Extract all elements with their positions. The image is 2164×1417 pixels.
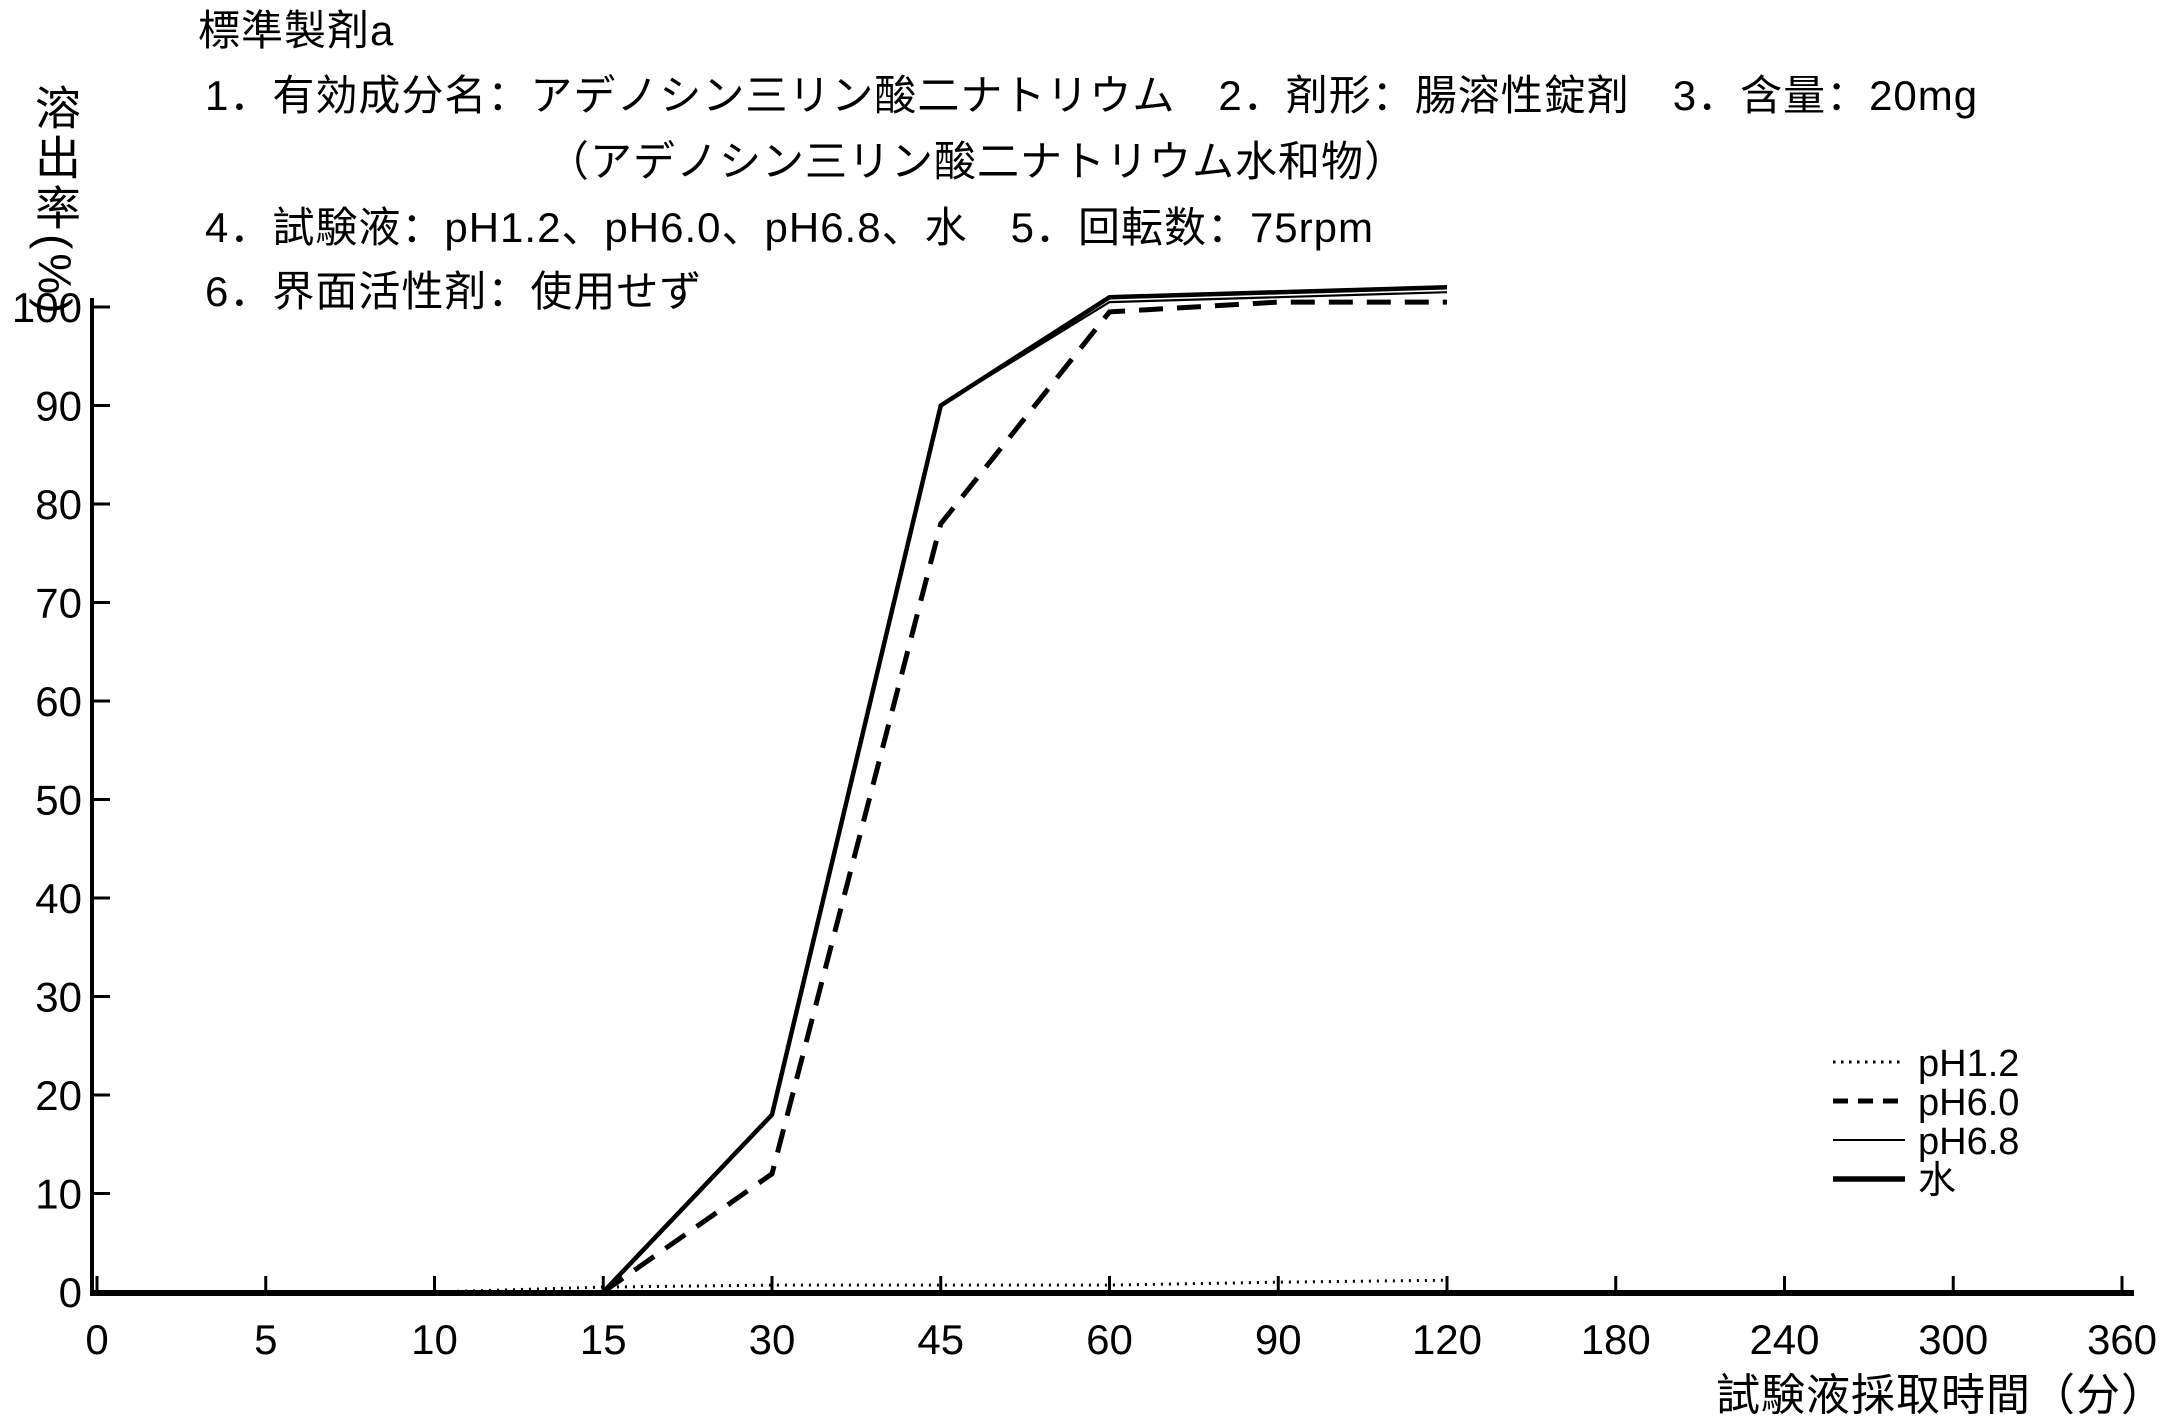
- y-axis-title: 溶出率(%): [29, 84, 81, 318]
- x-tick-label: 45: [917, 1316, 964, 1363]
- chart-curves: [97, 285, 1448, 1295]
- x-tick-label: 180: [1581, 1316, 1651, 1363]
- series-line-pH6.8: [602, 291, 1448, 1293]
- y-tick-label: 0: [59, 1269, 82, 1316]
- x-tick-label: 10: [411, 1316, 458, 1363]
- x-axis-title: 試験液採取時間（分）: [1716, 1371, 2164, 1417]
- x-tick-label: 120: [1412, 1316, 1482, 1363]
- y-tick-label: 40: [35, 875, 82, 922]
- header-line-ingredient: 1．有効成分名：アデノシン三リン酸二ナトリウム 2．剤形：腸溶性錠剤 3．含量：…: [205, 72, 1979, 119]
- x-tick-label: 90: [1255, 1316, 1302, 1363]
- x-tick-label: 360: [2087, 1316, 2157, 1363]
- y-tick-label: 90: [35, 383, 82, 430]
- y-tick-label: 50: [35, 777, 82, 824]
- y-tick-label: 10: [35, 1171, 82, 1218]
- y-tick-label: 60: [35, 678, 82, 725]
- y-tick-label: 70: [35, 580, 82, 627]
- header-line-media: 4．試験液：pH1.2、pH6.0、pH6.8、水 5．回転数：75rpm: [205, 204, 1374, 251]
- x-tick-label: 0: [85, 1316, 108, 1363]
- x-tick-label: 30: [749, 1316, 796, 1363]
- x-tick-label: 300: [1918, 1316, 1988, 1363]
- header-line-surfactant: 6．界面活性剤：使用せず: [205, 268, 703, 315]
- series-line-pH6.0: [601, 299, 1447, 1295]
- y-tick-label: 30: [35, 974, 82, 1021]
- series-line-pH1.2: [97, 1278, 1448, 1294]
- x-axis-ticks: 0 5 10 15 30 45 60 90 120 180 240 300 360: [85, 1276, 2157, 1363]
- x-tick-label: 60: [1086, 1316, 1133, 1363]
- chart-title: 標準製剤a: [198, 7, 395, 54]
- x-tick-label: 5: [254, 1316, 277, 1363]
- x-tick-label: 15: [580, 1316, 627, 1363]
- x-tick-label: 240: [1749, 1316, 1819, 1363]
- series-line-水: [601, 285, 1448, 1294]
- legend-label-pH6.8: pH6.8: [1918, 1121, 2019, 1163]
- legend-label-pH6.0: pH6.0: [1918, 1082, 2019, 1124]
- y-tick-label: 100: [12, 284, 82, 331]
- legend-label-水: 水: [1918, 1160, 1956, 1202]
- y-tick-label: 20: [35, 1072, 82, 1119]
- header-line-hydrate: （アデノシン三リン酸二ナトリウム水和物）: [547, 138, 1408, 185]
- y-axis-ticks: 0 10 20 30 40 50 60 70 80 90 100: [12, 284, 110, 1316]
- y-tick-label: 80: [35, 481, 82, 528]
- legend-label-pH1.2: pH1.2: [1918, 1043, 2019, 1085]
